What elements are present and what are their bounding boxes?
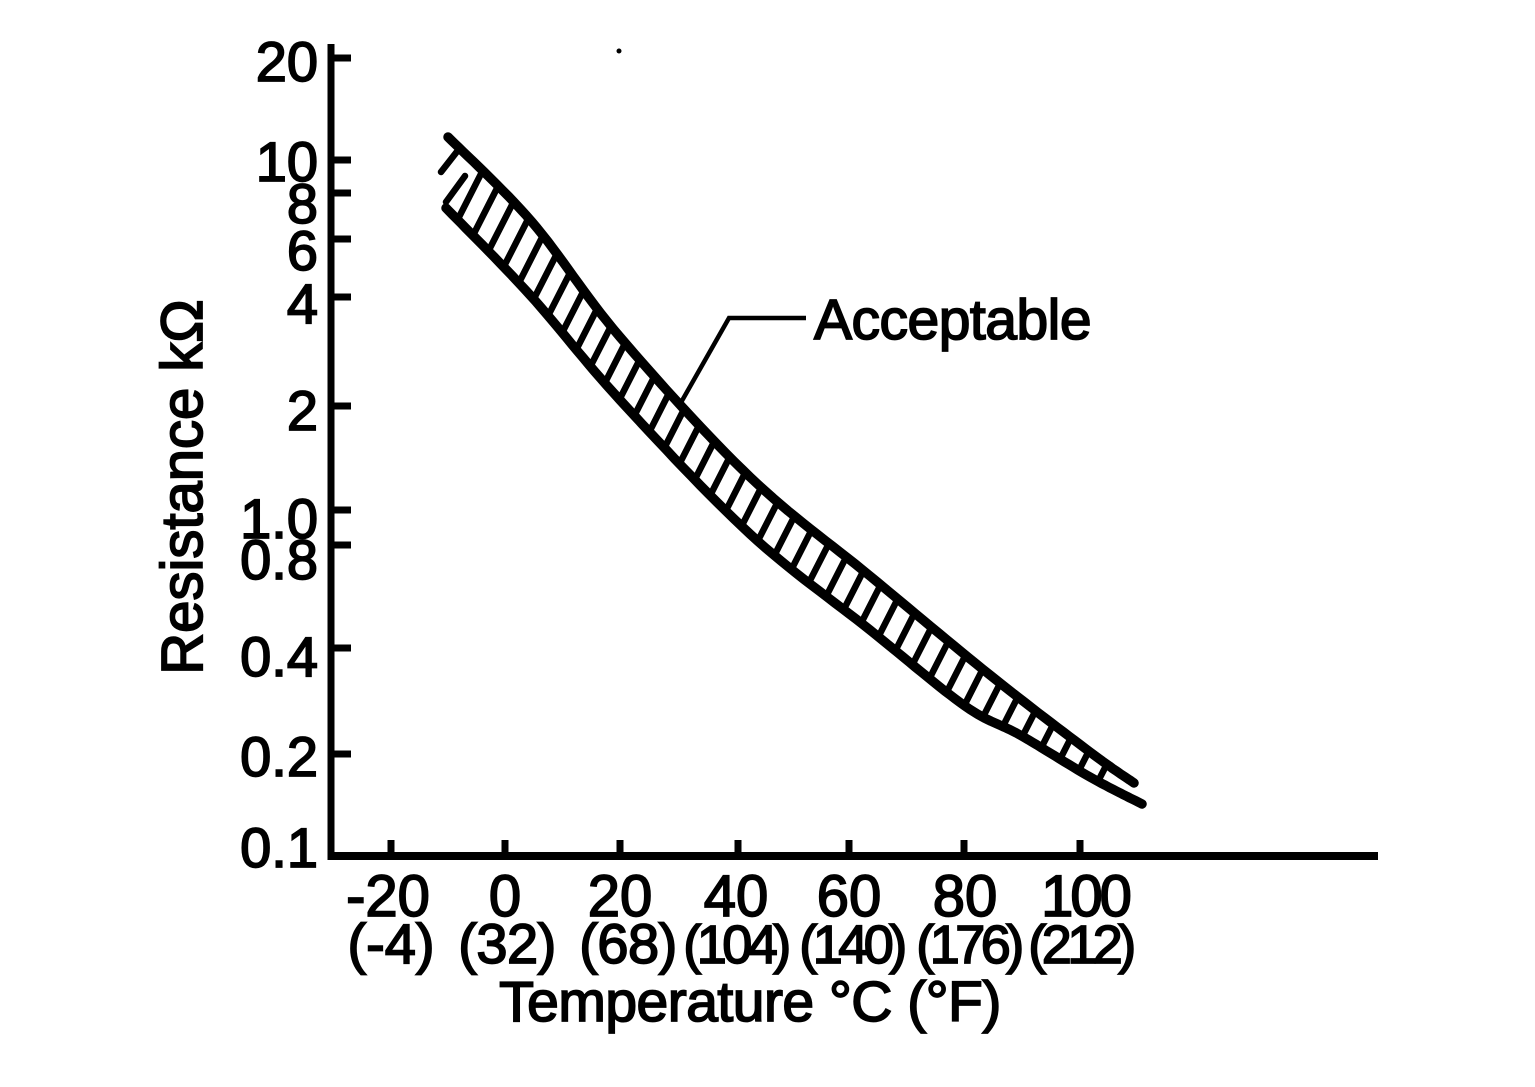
svg-text:(140): (140) (799, 915, 904, 975)
svg-text:(176): (176) (916, 915, 1021, 975)
svg-text:20: 20 (256, 30, 318, 93)
svg-text:Acceptable: Acceptable (814, 288, 1091, 352)
svg-text:0.1: 0.1 (240, 816, 318, 879)
svg-text:0.8: 0.8 (240, 528, 318, 591)
svg-text:100: 100 (1041, 864, 1130, 929)
svg-text:Resistance kΩ: Resistance kΩ (150, 299, 215, 674)
svg-text:(68): (68) (579, 912, 677, 975)
svg-text:80: 80 (933, 864, 998, 929)
svg-text:4: 4 (287, 272, 318, 335)
svg-text:2: 2 (287, 379, 318, 442)
svg-text:0.4: 0.4 (240, 625, 318, 688)
svg-text:Temperature °C (°F): Temperature °C (°F) (499, 970, 1001, 1034)
svg-text:-20: -20 (346, 864, 430, 929)
svg-text:(104): (104) (683, 915, 788, 975)
svg-text:(212): (212) (1028, 915, 1133, 975)
svg-text:40: 40 (704, 864, 769, 929)
svg-text:60: 60 (817, 864, 882, 929)
svg-text:1.0: 1.0 (240, 487, 318, 550)
svg-text:(-4): (-4) (347, 912, 434, 975)
svg-text:0.2: 0.2 (240, 725, 318, 788)
svg-text:20: 20 (588, 864, 653, 929)
svg-text:(32): (32) (458, 912, 556, 975)
svg-text:10: 10 (256, 130, 318, 193)
svg-text:6: 6 (287, 219, 318, 282)
svg-text:8: 8 (287, 172, 318, 235)
svg-text:0: 0 (489, 864, 521, 929)
